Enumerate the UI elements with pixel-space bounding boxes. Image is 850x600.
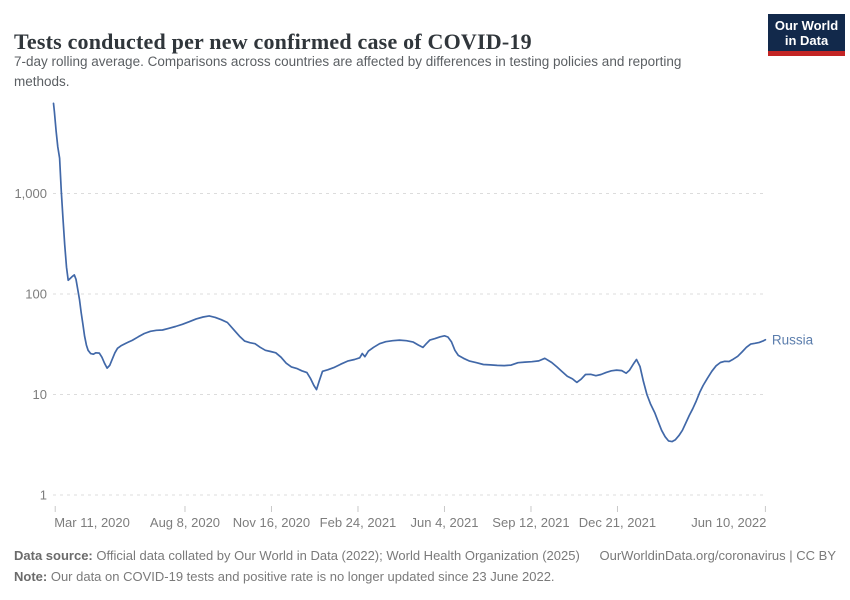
y-tick-label: 1,000 [14,186,47,201]
series-label-russia[interactable]: Russia [772,332,814,347]
owid-link[interactable]: OurWorldinData.org/coronavirus | CC BY [599,548,836,563]
x-tick-label: Jun 10, 2022 [691,515,766,530]
y-tick-label: 100 [25,287,47,302]
x-tick-label: Dec 21, 2021 [579,515,656,530]
y-tick-label: 10 [33,387,47,402]
gridlines: 1,000 100 10 1 [14,186,763,503]
owid-logo-line2: in Data [784,33,829,48]
owid-logo[interactable]: Our World in Data [768,14,845,56]
x-tick-label: Jun 4, 2021 [411,515,479,530]
note-line: Note: Our data on COVID-19 tests and pos… [14,569,555,584]
russia-line[interactable] [52,102,767,443]
y-tick-label: 1 [40,488,47,503]
x-tick-label: Nov 16, 2020 [233,515,310,530]
chart-subtitle: 7-day rolling average. Comparisons acros… [14,54,682,89]
note-label: Note: [14,569,48,584]
data-source-line: Data source: Official data collated by O… [14,548,580,563]
data-source-text: Official data collated by Our World in D… [92,548,580,563]
note-text: Our data on COVID-19 tests and positive … [47,569,555,584]
data-source-label: Data source: [14,548,93,563]
x-tick-label: Sep 12, 2021 [492,515,569,530]
x-tick-label: Aug 8, 2020 [150,515,220,530]
x-axis: Mar 11, 2020 Aug 8, 2020 Nov 16, 2020 Feb 2… [54,506,766,530]
owid-logo-line1: Our World [774,18,839,33]
x-tick-label: Feb 24, 2021 [320,515,397,530]
x-tick-label: Mar 11, 2020 [54,515,130,530]
page-title: Tests conducted per new confirmed case o… [14,28,532,54]
